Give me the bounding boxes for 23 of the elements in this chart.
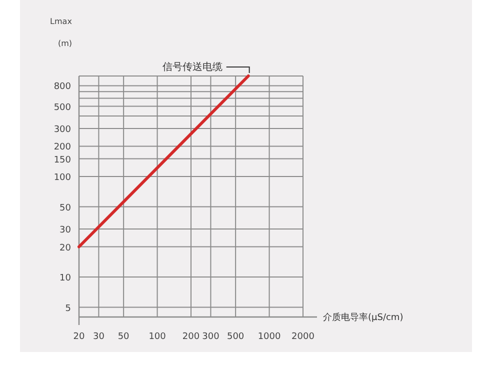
y-tick-label: 50 <box>60 203 72 214</box>
y-tick-label: 10 <box>60 274 72 284</box>
y-tick-label: 500 <box>54 102 72 113</box>
x-tick-label: 200 <box>182 332 200 342</box>
x-tick-label: 30 <box>92 332 105 342</box>
y-tick-label: 150 <box>54 155 72 166</box>
x-tick-label: 20 <box>73 332 85 342</box>
y-tick-label: 5 <box>65 304 71 314</box>
x-tick-label: 500 <box>226 332 244 342</box>
y-tick-label: 20 <box>60 243 72 254</box>
x-axis-title: 介质电导率(μS/cm) <box>323 312 404 323</box>
y-tick-label: 200 <box>54 142 72 153</box>
x-tick-label: 1000 <box>258 332 282 342</box>
x-tick-label: 100 <box>148 332 166 342</box>
y-tick-label: 800 <box>54 82 72 92</box>
x-tick-label: 50 <box>118 332 130 342</box>
x-tick-label: 300 <box>202 332 220 342</box>
annotation: 信号传送电缆 <box>162 61 222 73</box>
text: Lmax (m) <box>50 17 72 48</box>
y-tick-label: 30 <box>60 226 72 236</box>
x-tick-label: 2000 <box>292 332 315 342</box>
y-tick-label: 100 <box>54 173 72 184</box>
y-tick-label: 300 <box>54 125 72 136</box>
